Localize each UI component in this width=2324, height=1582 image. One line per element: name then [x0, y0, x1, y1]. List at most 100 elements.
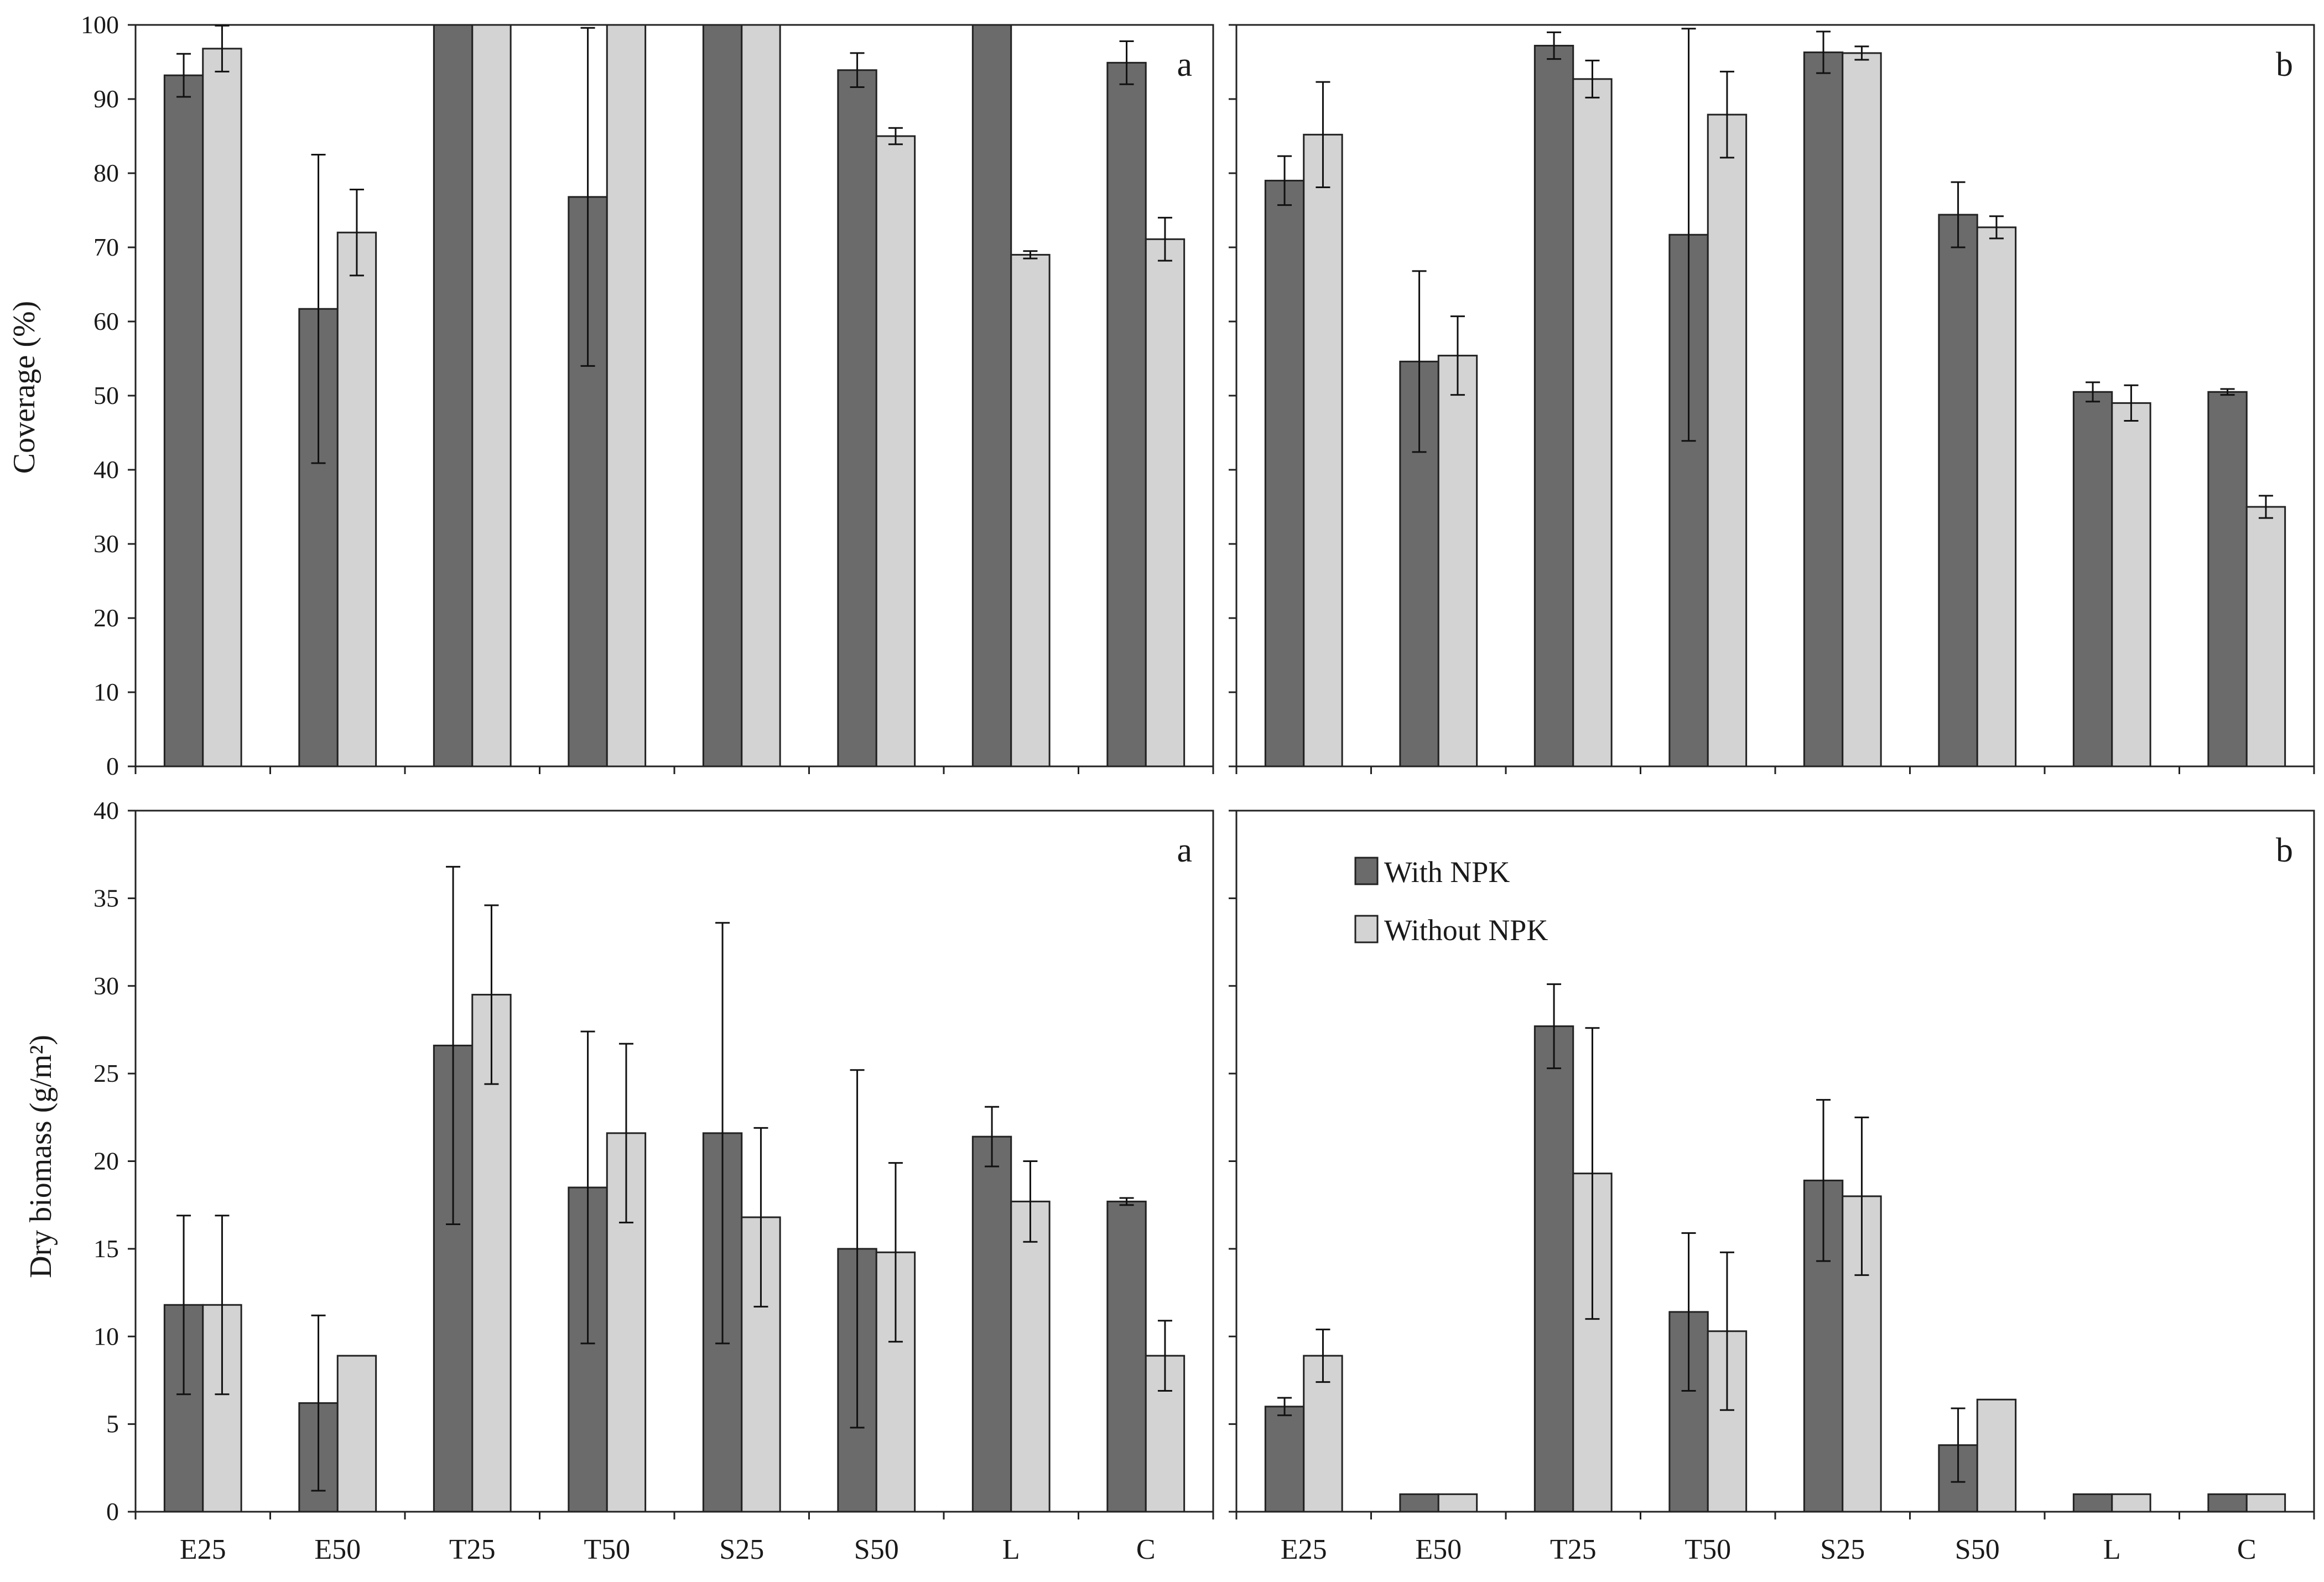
coverage-a-error-bar-without-npk-e50 [349, 188, 364, 277]
biomass-a-category-label-s50: S50 [854, 1534, 899, 1565]
coverage-panel-b: b [1229, 24, 2315, 774]
coverage-axis-title: Coverage (%) [7, 301, 41, 474]
biomass-b-error-bar-without-npk-t50 [1719, 1251, 1734, 1411]
coverage-a-bar-without-npk-t50 [606, 24, 647, 767]
coverage-b-error-bar-with-npk-e50 [1412, 270, 1427, 453]
biomass-b-error-bar-with-npk-s50 [1951, 1407, 1966, 1483]
coverage-a-error-bar-without-npk-e25 [215, 24, 230, 72]
coverage-a-bar-with-npk-l [971, 24, 1012, 767]
biomass-a-y-tick-label-8: 40 [93, 796, 119, 824]
biomass-b-category-label-s50: S50 [1955, 1534, 2000, 1565]
coverage-a-y-tick-label-10: 100 [81, 11, 119, 39]
coverage-b-error-bar-without-npk-l [2124, 384, 2139, 422]
biomass-b-error-bar-with-npk-s25 [1816, 1099, 1831, 1262]
biomass-b-error-bar-without-npk-t25 [1585, 1027, 1600, 1320]
coverage-b-error-bar-with-npk-s25 [1816, 30, 1831, 74]
coverage-a-y-tick-label-6: 60 [93, 307, 119, 335]
coverage-b-error-bar-with-npk-e25 [1277, 155, 1292, 206]
biomass-a-error-bar-without-npk-l [1023, 1160, 1038, 1243]
coverage-b-error-bar-without-npk-c [2258, 495, 2273, 519]
biomass-b-error-bar-with-npk-t50 [1681, 1232, 1696, 1392]
coverage-b-error-bar-without-npk-e50 [1450, 315, 1465, 396]
coverage-a-y-tick-label-9: 90 [93, 85, 119, 113]
coverage-a-y-tick-label-5: 50 [93, 381, 119, 409]
biomass-a-category-label-e25: E25 [180, 1534, 226, 1565]
biomass-b-bar-with-npk-e25 [1264, 1405, 1305, 1513]
coverage-a-plot-frame [134, 24, 1214, 767]
coverage-panel-a: 0 10 20 30 40 50 60 70 80 90 100 a [81, 11, 1214, 780]
coverage-a-bar-with-npk-c [1106, 61, 1147, 767]
biomass-a-category-label-t25: T25 [449, 1534, 496, 1565]
biomass-a-error-bar-with-npk-e25 [176, 1215, 191, 1396]
coverage-a-error-bar-with-npk-s50 [850, 52, 865, 89]
biomass-b-category-label-c: C [2237, 1534, 2257, 1565]
biomass-axis-title: Dry biomass (g/m²) [24, 1035, 58, 1278]
biomass-b-panel-letter: b [2276, 832, 2293, 869]
biomass-a-error-bar-without-npk-e25 [215, 1215, 230, 1396]
biomass-a-error-bar-with-npk-e50 [311, 1314, 326, 1492]
biomass-a-y-tick-label-2: 10 [93, 1322, 119, 1350]
coverage-a-bar-with-npk-e25 [163, 74, 204, 767]
biomass-a-bar-without-npk-t25 [471, 994, 512, 1513]
coverage-a-error-bar-without-npk-l [1023, 250, 1038, 260]
coverage-a-error-bar-without-npk-s50 [888, 127, 903, 146]
biomass-a-category-label-e50: E50 [314, 1534, 361, 1565]
legend: With NPK Without NPK [1354, 855, 1548, 947]
coverage-b-error-bar-with-npk-s50 [1951, 181, 1966, 248]
coverage-b-error-bar-without-npk-s50 [1989, 215, 2004, 240]
biomass-b-category-label-s25: S25 [1820, 1534, 1865, 1565]
biomass-b-error-bar-without-npk-e25 [1316, 1329, 1330, 1383]
coverage-a-panel-letter: a [1177, 46, 1192, 84]
coverage-b-bar-without-npk-t50 [1707, 113, 1748, 767]
biomass-a-error-bar-with-npk-s50 [850, 1069, 865, 1429]
biomass-a-error-bar-without-npk-s50 [888, 1162, 903, 1343]
coverage-b-bar-without-npk-t25 [1572, 78, 1613, 767]
coverage-a-bar-with-npk-s50 [837, 69, 877, 767]
biomass-a-y-tick-label-1: 5 [106, 1410, 119, 1438]
biomass-b-category-label-t50: T50 [1684, 1534, 1731, 1565]
coverage-b-bar-without-npk-e25 [1303, 133, 1343, 767]
biomass-a-plot-frame [134, 810, 1214, 1513]
coverage-b-bar-with-npk-s25 [1803, 51, 1844, 767]
coverage-b-bar-with-npk-l [2072, 391, 2113, 767]
biomass-a-category-label-l: L [1002, 1534, 1020, 1565]
coverage-b-error-bar-with-npk-c [2220, 388, 2235, 396]
biomass-panel-b: E25 E50 T25 T50 S25 S50 L Cb [1229, 810, 2315, 1565]
biomass-a-error-bar-without-npk-s25 [753, 1127, 768, 1308]
coverage-a-bar-without-npk-s50 [875, 135, 916, 767]
coverage-b-panel-letter: b [2276, 46, 2293, 84]
biomass-b-bar-without-npk-e50 [1437, 1493, 1478, 1513]
biomass-a-y-tick-label-4: 20 [93, 1147, 119, 1175]
biomass-a-y-tick-label-3: 15 [93, 1235, 119, 1263]
coverage-a-y-tick-label-7: 70 [93, 233, 119, 261]
coverage-a-y-tick-label-1: 10 [93, 678, 119, 706]
biomass-b-category-label-e25: E25 [1281, 1534, 1327, 1565]
biomass-b-bar-with-npk-e50 [1399, 1493, 1439, 1513]
coverage-a-error-bar-with-npk-e50 [311, 154, 326, 464]
biomass-a-error-bar-with-npk-t25 [446, 865, 461, 1226]
biomass-b-bar-with-npk-t25 [1533, 1025, 1574, 1513]
coverage-a-bar-without-npk-e50 [336, 231, 377, 767]
biomass-a-error-bar-with-npk-c [1119, 1197, 1134, 1206]
coverage-b-bar-with-npk-c [2207, 391, 2248, 767]
coverage-b-bar-with-npk-e25 [1264, 179, 1305, 767]
biomass-a-error-bar-without-npk-t25 [484, 904, 499, 1085]
biomass-a-error-bar-with-npk-t50 [580, 1030, 595, 1345]
biomass-a-panel-letter: a [1177, 832, 1192, 869]
coverage-b-bar-without-npk-l [2111, 402, 2151, 767]
coverage-a-y-tick-label-2: 20 [93, 604, 119, 632]
biomass-a-bar-without-npk-l [1010, 1200, 1051, 1513]
biomass-b-category-label-e50: E50 [1415, 1534, 1462, 1565]
coverage-b-error-bar-with-npk-l [2086, 381, 2101, 403]
biomass-panel-a: 0 5 10 15 20 25 30 35 40 E25 E50 T25 T50 S25 S50 L Ca [93, 796, 1214, 1565]
legend-swatch-with-npk [1354, 857, 1379, 885]
coverage-a-y-tick-label-4: 40 [93, 455, 119, 484]
biomass-a-bar-with-npk-l [971, 1135, 1012, 1513]
biomass-b-bar-without-npk-s50 [1976, 1398, 2017, 1513]
coverage-b-error-bar-without-npk-s25 [1854, 45, 1869, 61]
coverage-a-bar-without-npk-c [1145, 238, 1186, 767]
biomass-a-bar-without-npk-e50 [336, 1355, 377, 1513]
biomass-a-error-bar-without-npk-t50 [618, 1042, 633, 1223]
biomass-b-bar-with-npk-c [2207, 1493, 2248, 1513]
